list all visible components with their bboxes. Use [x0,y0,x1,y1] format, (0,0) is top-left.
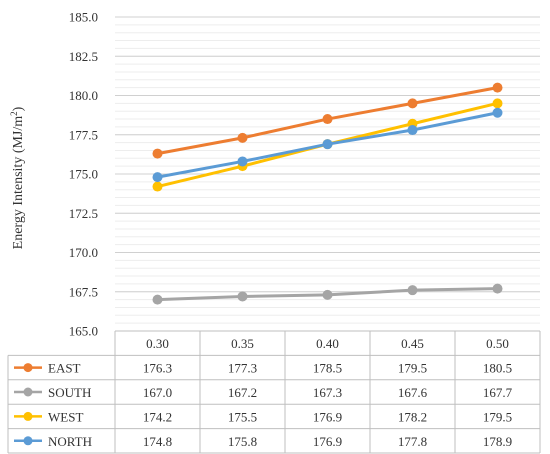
series-lines [152,82,503,305]
table-value: 167.7 [483,385,513,400]
table-value: 167.6 [398,385,428,400]
table-value: 178.5 [313,361,342,376]
table-value: 178.9 [483,434,512,449]
table-value: 180.5 [483,361,512,376]
legend-series-name: SOUTH [48,385,91,400]
series-south [152,283,503,305]
data-point [152,294,163,305]
data-point [407,125,418,136]
table-value: 174.8 [143,434,172,449]
legend-key-marker [23,436,33,446]
data-point [492,98,503,109]
data-point [237,156,248,167]
data-point [237,132,248,143]
y-axis-label: Energy Intensity (MJ/m2) [9,106,26,249]
legend-series-name: NORTH [48,434,92,449]
data-point [237,291,248,302]
category-label: 0.45 [401,336,424,351]
table-value: 175.5 [228,409,257,424]
legend-series-name: WEST [48,409,83,424]
table-value: 174.2 [143,409,172,424]
y-tick-label: 185.0 [69,10,98,25]
table-value: 176.9 [313,409,342,424]
y-tick-label: 165.0 [69,324,98,339]
table-value: 167.3 [313,385,342,400]
data-point [492,283,503,294]
legend-series-name: EAST [48,361,81,376]
category-label: 0.40 [316,336,339,351]
table-value: 179.5 [398,361,427,376]
y-tick-label: 175.0 [69,167,98,182]
table-value: 175.8 [228,434,257,449]
data-point [407,98,418,109]
table-value: 178.2 [398,409,427,424]
table-value: 176.3 [143,361,172,376]
table-value: 177.8 [398,434,427,449]
table-value: 167.2 [228,385,257,400]
data-point [407,285,418,296]
series-north [152,107,503,183]
data-point [492,82,503,93]
legend-key-marker [23,363,33,373]
data-point [322,114,333,125]
y-tick-label: 177.5 [69,127,98,142]
table-value: 167.0 [143,385,172,400]
data-point [492,107,503,118]
y-tick-label: 170.0 [69,245,98,260]
data-point [152,148,163,159]
table-value: 179.5 [483,409,512,424]
category-label: 0.50 [486,336,509,351]
legend-key-marker [23,387,33,397]
y-axis-ticks: 165.0 167.5 170.0 172.5 175.0 177.5 180.0 182.5… [69,10,98,339]
category-label: 0.35 [231,336,254,351]
legend-key-marker [23,411,33,421]
y-tick-label: 172.5 [69,206,98,221]
data-point [322,139,333,150]
category-label: 0.30 [146,336,169,351]
table-value: 176.9 [313,434,342,449]
data-point [322,289,333,300]
table-value: 177.3 [228,361,257,376]
y-tick-label: 167.5 [69,284,98,299]
data-table: 0.30 0.35 0.40 0.45 0.50 EAST 176.3 177.3 178.5 1… [7,330,541,454]
y-tick-label: 180.0 [69,88,98,103]
data-point [152,181,163,192]
y-tick-label: 182.5 [69,49,98,64]
data-point [152,172,163,183]
series-east [152,82,503,159]
